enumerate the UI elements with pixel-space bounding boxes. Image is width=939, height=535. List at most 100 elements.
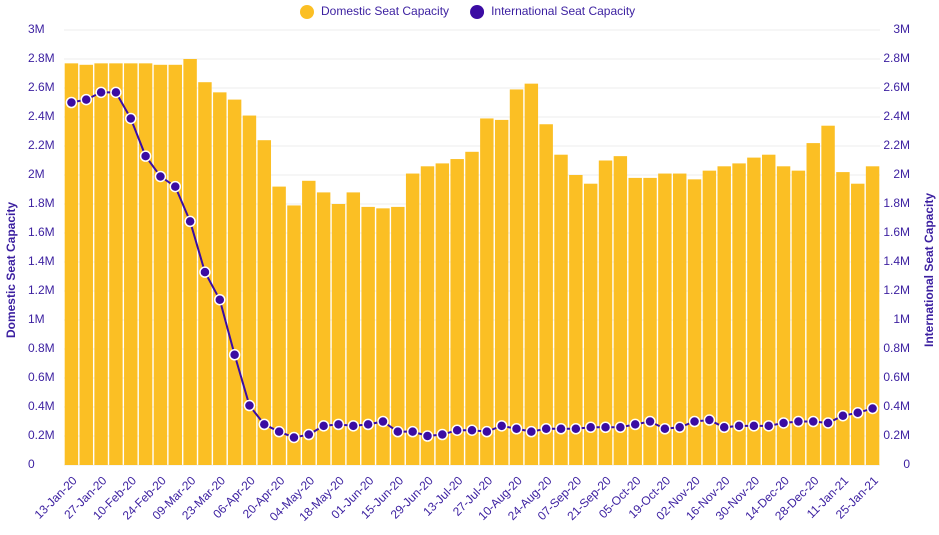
line-marker — [110, 86, 122, 99]
y2-tick-label: 2.6M — [883, 80, 910, 94]
bar — [747, 157, 761, 465]
y2-tick-label: 3M — [893, 22, 910, 36]
y-tick-label: 1.8M — [28, 196, 55, 210]
y-tick-label: 3M — [28, 22, 45, 36]
line-marker — [851, 407, 864, 419]
bar — [361, 206, 375, 465]
bar — [138, 63, 153, 465]
line-marker — [792, 415, 805, 428]
legend-label: International Seat Capacity — [491, 4, 635, 18]
bar — [450, 159, 464, 466]
bar — [257, 140, 272, 465]
line-marker — [95, 86, 107, 99]
legend-marker — [300, 5, 314, 19]
y2-tick-label: 1.8M — [883, 196, 910, 210]
bar — [554, 154, 568, 465]
bar — [465, 151, 479, 466]
bar — [717, 166, 731, 466]
bar — [64, 63, 79, 465]
bar — [583, 183, 598, 465]
y-tick-label: 0.2M — [28, 428, 55, 442]
bar — [124, 63, 138, 465]
bar — [346, 192, 361, 465]
line-marker — [303, 428, 315, 441]
line-marker — [421, 430, 434, 442]
line-marker — [377, 415, 389, 428]
y2-tick-label: 0 — [903, 457, 910, 471]
y2-tick-label: 2.8M — [883, 51, 910, 65]
y-axis-title: Domestic Seat Capacity — [4, 202, 18, 338]
y2-tick-label: 1.6M — [883, 225, 910, 239]
line-marker — [154, 170, 167, 183]
line-marker — [228, 349, 241, 361]
line-marker — [125, 112, 137, 125]
line-marker — [169, 180, 182, 193]
y-tick-label: 0.4M — [28, 399, 55, 413]
legend-label: Domestic Seat Capacity — [321, 4, 449, 18]
line-marker — [214, 293, 226, 306]
bar — [79, 64, 93, 466]
bar — [287, 205, 301, 465]
bar — [153, 64, 168, 466]
y2-tick-label: 1.4M — [883, 254, 910, 268]
bar — [213, 92, 227, 465]
line-marker — [614, 421, 627, 434]
y-tick-label: 2.6M — [28, 80, 55, 94]
bar — [776, 166, 791, 466]
bar — [94, 63, 108, 465]
line-marker — [347, 420, 360, 432]
y-tick-label: 0.8M — [28, 341, 55, 355]
line-marker — [317, 420, 330, 432]
y-tick-label: 2.2M — [28, 138, 55, 152]
bar — [851, 183, 865, 465]
line-marker — [777, 417, 790, 429]
y-tick-label: 2M — [28, 167, 45, 181]
bar — [227, 99, 242, 465]
y-tick-label: 2.8M — [28, 51, 55, 65]
y2-tick-label: 1.2M — [883, 283, 910, 297]
bar — [316, 192, 331, 465]
bar — [168, 64, 182, 466]
line-marker — [184, 215, 196, 228]
bar — [302, 180, 316, 466]
line-marker — [584, 421, 597, 434]
bar — [643, 177, 657, 465]
bar — [435, 163, 450, 465]
line-marker — [762, 420, 775, 432]
y2-tick-label: 1M — [893, 312, 910, 326]
bar — [865, 166, 880, 466]
line-marker — [733, 420, 745, 432]
bar — [524, 83, 539, 466]
line-marker — [659, 423, 671, 435]
y-tick-label: 1.6M — [28, 225, 55, 239]
line-marker — [525, 425, 538, 438]
bar — [109, 63, 123, 465]
line-marker — [436, 428, 449, 441]
bar — [702, 170, 717, 465]
line-marker — [703, 414, 716, 426]
line-marker — [139, 150, 152, 162]
bar — [687, 179, 702, 465]
line-marker — [629, 418, 641, 431]
line-marker — [822, 417, 834, 429]
y2-tick-label: 0.8M — [883, 341, 910, 355]
bar — [480, 118, 494, 465]
y2-tick-label: 2.2M — [883, 138, 910, 152]
line-marker — [644, 415, 656, 428]
line-marker — [748, 420, 760, 432]
line-marker — [718, 421, 730, 434]
line-marker — [332, 418, 345, 431]
line-marker — [481, 425, 493, 438]
legend-marker — [470, 5, 485, 19]
line-marker — [258, 418, 271, 431]
line-marker — [288, 431, 300, 444]
line-marker — [199, 266, 211, 278]
line-marker — [466, 424, 478, 436]
bar — [762, 154, 776, 465]
line-marker — [406, 425, 419, 438]
line-marker — [866, 402, 879, 415]
bar — [183, 59, 197, 465]
line-marker — [80, 93, 93, 106]
y2-tick-label: 0.4M — [883, 399, 910, 413]
